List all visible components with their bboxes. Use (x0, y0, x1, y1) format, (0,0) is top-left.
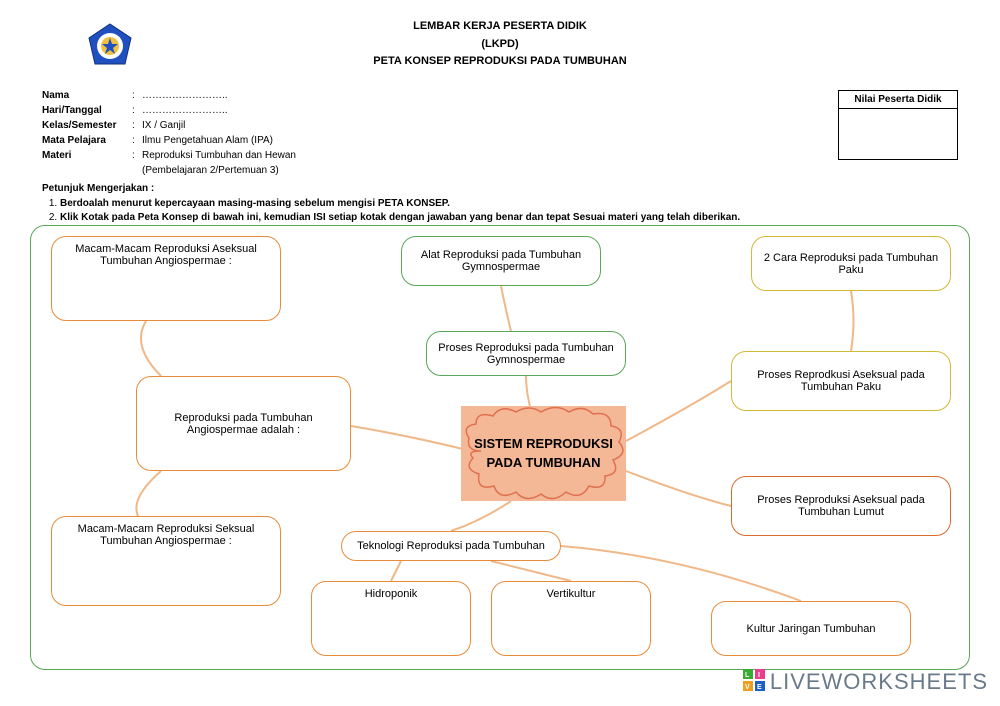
node-vertikultur[interactable]: Vertikultur (491, 581, 651, 656)
central-label: SISTEM REPRODUKSI PADA TUMBUHAN (461, 435, 626, 471)
node-aseksual-angiospermae[interactable]: Macam-Macam Reproduksi Aseksual Tumbuhan… (51, 236, 281, 321)
school-logo (85, 22, 135, 72)
node-alat-gymnospermae[interactable]: Alat Reproduksi pada Tumbuhan Gymnosperm… (401, 236, 601, 286)
node-kultur-jaringan[interactable]: Kultur Jaringan Tumbuhan (711, 601, 911, 656)
svg-text:E: E (757, 684, 763, 691)
label-hari: Hari/Tanggal (42, 103, 132, 118)
student-info: Nama:…………………….. Hari/Tanggal:…………………….. … (42, 88, 296, 178)
central-node: SISTEM REPRODUKSI PADA TUMBUHAN (461, 406, 626, 501)
node-cara-paku[interactable]: 2 Cara Reproduksi pada Tumbuhan Paku (751, 236, 951, 291)
watermark-text: LIVEWORKSHEETS (770, 669, 988, 694)
header-line-2: (LKPD) (0, 36, 1000, 54)
header-line-3: PETA KONSEP REPRODUKSI PADA TUMBUHAN (0, 53, 1000, 71)
score-box: Nilai Peserta Didik (838, 90, 958, 160)
value-hari: …………………….. (142, 103, 228, 118)
concept-map-canvas: SISTEM REPRODUKSI PADA TUMBUHAN Macam-Ma… (30, 225, 970, 670)
watermark-badge-icon: L I V E (742, 668, 766, 698)
instruction-2: Klik Kotak pada Peta Konsep di bawah ini… (60, 212, 740, 223)
value-nama: …………………….. (142, 88, 228, 103)
label-nama: Nama (42, 88, 132, 103)
label-mapel: Mata Pelajara (42, 133, 132, 148)
instructions-title: Petunjuk Mengerjakan : (42, 182, 740, 196)
node-reproduksi-angiospermae[interactable]: Reproduksi pada Tumbuhan Angiospermae ad… (136, 376, 351, 471)
svg-text:I: I (758, 672, 761, 679)
document-header: LEMBAR KERJA PESERTA DIDIK (LKPD) PETA K… (0, 0, 1000, 71)
value-kelas: IX / Ganjil (142, 118, 185, 133)
label-materi: Materi (42, 148, 132, 163)
watermark: L I V E LIVEWORKSHEETS (742, 668, 988, 698)
node-seksual-angiospermae[interactable]: Macam-Macam Reproduksi Seksual Tumbuhan … (51, 516, 281, 606)
svg-text:L: L (745, 672, 750, 679)
node-proses-gymnospermae[interactable]: Proses Reproduksi pada Tumbuhan Gymnospe… (426, 331, 626, 376)
instructions-block: Petunjuk Mengerjakan : Berdoalah menurut… (42, 182, 740, 225)
node-teknologi[interactable]: Teknologi Reproduksi pada Tumbuhan (341, 531, 561, 561)
node-aseksual-lumut[interactable]: Proses Reproduksi Aseksual pada Tumbuhan… (731, 476, 951, 536)
svg-text:V: V (745, 684, 751, 691)
value-materi-2: (Pembelajaran 2/Pertemuan 3) (142, 163, 279, 178)
instruction-1: Berdoalah menurut kepercayaan masing-mas… (60, 198, 450, 209)
node-aseksual-paku[interactable]: Proses Reprodkusi Aseksual pada Tumbuhan… (731, 351, 951, 411)
label-kelas: Kelas/Semester (42, 118, 132, 133)
node-hidroponik[interactable]: Hidroponik (311, 581, 471, 656)
score-label: Nilai Peserta Didik (839, 91, 957, 109)
header-line-1: LEMBAR KERJA PESERTA DIDIK (0, 18, 1000, 36)
value-materi: Reproduksi Tumbuhan dan Hewan (142, 148, 296, 163)
value-mapel: Ilmu Pengetahuan Alam (IPA) (142, 133, 273, 148)
